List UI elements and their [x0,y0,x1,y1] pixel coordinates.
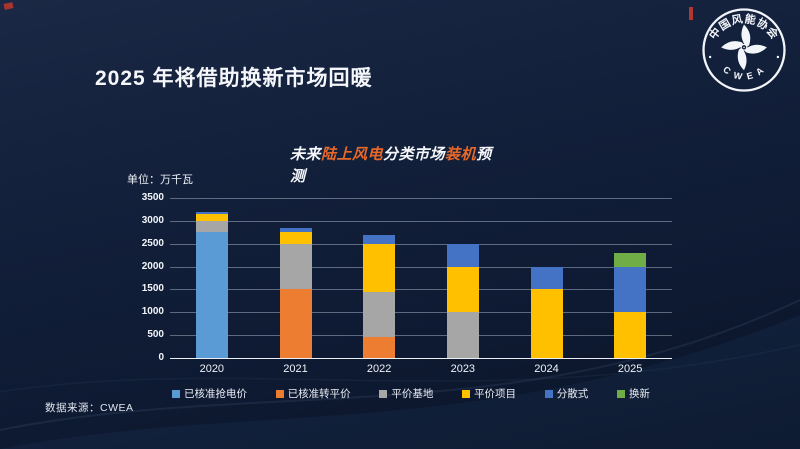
legend-item-平价项目: 平价项目 [462,386,516,401]
bar-segment-平价基地 [195,220,228,233]
plot-area: 0 500 1000 1500 2000 2500 3000 3500 2020 2021 2022… [142,192,672,375]
gridline-2000 [170,266,672,268]
y-axis-tick-1500: 1500 [141,283,164,295]
chart-title-part: 预测 [290,146,492,185]
x-axis-tick-2023: 2023 [450,363,476,375]
bar-segment-平价项目 [446,266,479,313]
bar-segment-平价项目 [530,289,563,358]
gridline-1000 [170,312,672,314]
chart-title: 未来陆上风电分类市场装机预测 [290,144,498,188]
x-axis-tick-2022: 2022 [366,363,392,375]
gridline-3000 [170,220,672,222]
bar-segment-平价项目 [363,243,396,292]
chart-title-part: 分类市场 [383,146,446,163]
y-axis-tick-3000: 3000 [141,214,164,226]
bar-segment-分散式 [363,234,396,244]
x-axis-tick-2024: 2024 [534,363,559,375]
legend-label: 平价项目 [474,388,517,400]
legend-swatch-icon [462,389,471,398]
chart-title-part: 装机 [445,146,477,163]
legend-item-平价基地: 平价基地 [379,386,433,401]
legend-item-分散式: 分散式 [544,386,589,401]
legend-item-换新: 换新 [616,386,650,401]
bar-segment-已核准抢电价 [195,232,228,358]
stacked-bar-2025 [614,252,647,358]
y-axis-tick-2500: 2500 [141,237,164,249]
bar-segment-分散式 [279,227,312,233]
chart-legend: 已核准抢电价 已核准转平价 平价基地 平价项目 分散式 换新 [172,386,650,401]
stacked-bar-2023 [446,243,479,358]
x-axis-tick-2020: 2020 [199,363,225,375]
page-title: 2025 年将借助换新市场回暖 [95,67,373,91]
bar-segment-分散式 [446,243,479,267]
legend-label: 换新 [628,388,650,400]
stacked-bar-2024 [530,266,563,358]
stacked-bar-2020 [195,211,228,358]
legend-label: 已核准转平价 [287,388,351,400]
bar-segment-分散式 [530,266,563,290]
y-axis-tick-3500: 3500 [141,192,164,203]
legend-item-已核准抢电价: 已核准抢电价 [172,386,247,401]
data-source-note: 数据来源：CWEA [45,402,134,414]
bar-segment-平价基地 [279,243,312,290]
y-axis-tick-2000: 2000 [141,260,164,272]
artifact-red-mark-right [689,7,693,20]
gridline-3500 [170,198,672,199]
bar-segment-平价项目 [614,312,647,358]
gridline-500 [170,335,672,337]
bar-segment-分散式 [614,266,647,313]
legend-swatch-icon [544,389,553,398]
legend-item-已核准转平价: 已核准转平价 [275,386,351,401]
chart-title-part: 未来 [290,146,322,163]
y-axis-tick-0: 0 [158,352,164,363]
y-axis-tick-1000: 1000 [141,306,164,318]
bar-segment-平价基地 [363,291,396,338]
gridline-0 [170,358,672,359]
stacked-bar-2022 [363,234,396,358]
x-axis-tick-2025: 2025 [617,363,643,375]
bar-segment-已核准转平价 [363,337,396,358]
gridline-1500 [170,289,672,291]
bar-segment-平价基地 [446,312,479,358]
x-axis-tick-2021: 2021 [283,363,308,375]
legend-swatch-icon [275,389,284,398]
legend-label: 已核准抢电价 [184,388,247,400]
legend-label: 分散式 [556,388,589,400]
stacked-bar-2021 [279,227,312,358]
pinwheel-icon [721,24,767,71]
legend-swatch-icon [379,389,388,398]
legend-label: 平价基地 [391,388,434,400]
legend-swatch-icon [616,389,625,398]
bar-segment-平价项目 [279,232,312,244]
bar-segment-分散式 [195,211,228,215]
cwea-logo-icon: 中国风能协会 C W E A [702,8,786,92]
bar-segment-平价项目 [195,214,228,221]
bar-segment-换新 [614,252,647,267]
legend-swatch-icon [172,389,180,398]
bar-segment-已核准转平价 [279,289,312,358]
unit-label: 单位：万千瓦 [127,174,193,186]
y-axis-tick-500: 500 [147,329,164,341]
artifact-red-mark-left [3,2,14,10]
chart-title-part: 陆上风电 [321,146,384,163]
gridline-2500 [170,243,672,245]
